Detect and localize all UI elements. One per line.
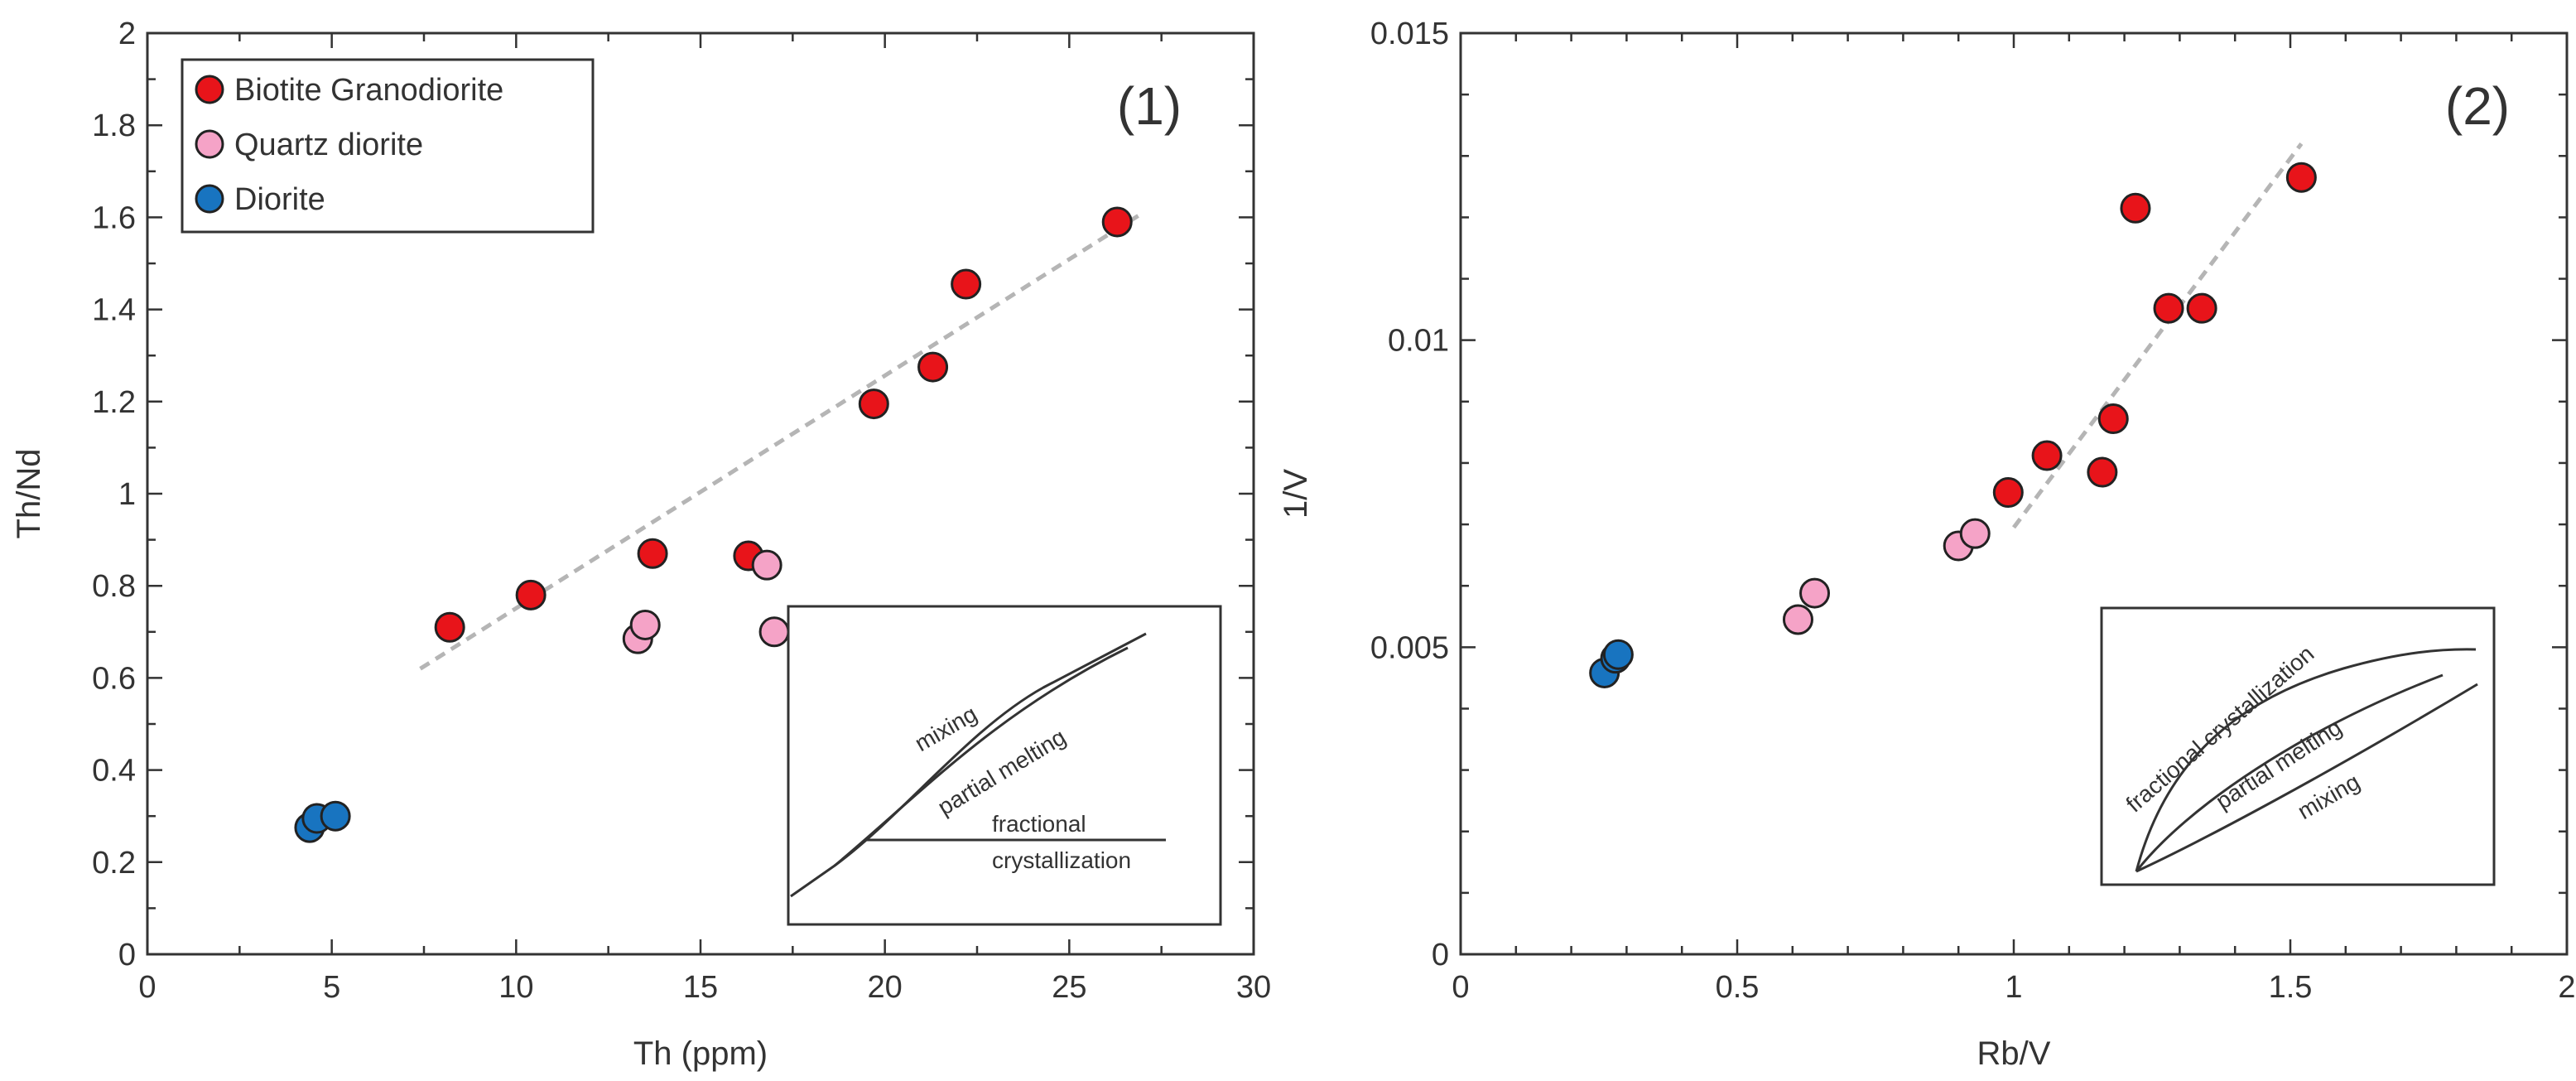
x-tick-labels-2: 0 0.5 1 1.5 2: [1452, 970, 2575, 1005]
legend-marker-quartz-diorite: [195, 129, 224, 159]
point-diorite: [320, 800, 351, 832]
partial-melting-curve: [834, 646, 1129, 867]
y-tick-label: 1.4: [92, 293, 136, 328]
point-biotite-granodiorite: [2087, 456, 2118, 488]
inset-label-crystallization: crystallization: [992, 847, 1131, 873]
y-tick-label: 0.015: [1370, 17, 1449, 51]
x-tick-label: 0: [1452, 970, 1469, 1005]
legend-marker-biotite-granodiorite: [195, 75, 224, 104]
point-biotite-granodiorite: [434, 611, 465, 643]
x-axis-title-1: Th (ppm): [633, 1035, 768, 1072]
inset-label-fractional: fractional: [992, 811, 1086, 837]
point-biotite-granodiorite: [917, 351, 949, 383]
point-biotite-granodiorite: [858, 388, 889, 420]
inset-diagram-2: fractional crystallization partial melti…: [2100, 606, 2496, 886]
x-tick-label: 25: [1052, 970, 1086, 1005]
data-points-2: [1589, 162, 2317, 688]
y-tick-label: 1: [118, 477, 136, 512]
point-biotite-granodiorite: [637, 538, 668, 569]
trend-line-2: [2011, 142, 2304, 529]
inset-diagram-1: mixing partial melting fractional crysta…: [787, 605, 1222, 926]
y-tick-label: 1.2: [92, 385, 136, 420]
inset-frame-1: [787, 605, 1222, 926]
chart-panel-1: 0 5 10 15 20 25 30 0 0.2 0.4 0.6 0.8 1 1.2 1.4 1.6 1.8 2…: [11, 17, 1271, 1072]
y-tick-label: 0.2: [92, 846, 136, 881]
fractional-crystallization-curve: [2135, 648, 2477, 872]
x-tick-label: 15: [683, 970, 718, 1005]
y-tick-label: 0.005: [1370, 630, 1449, 665]
point-biotite-granodiorite: [1992, 477, 2024, 509]
tick-marks-1: [146, 31, 1255, 956]
point-biotite-granodiorite: [1101, 206, 1133, 238]
point-quartz-diorite: [758, 616, 790, 648]
point-quartz-diorite: [751, 549, 782, 581]
point-quartz-diorite: [1799, 577, 1831, 609]
chart-panel-2: 0 0.5 1 1.5 2 0 0.005 0.01 0.015 Rb/V 1/V (2) f…: [1278, 17, 2576, 1072]
panel-tag-2: (2): [2445, 76, 2510, 136]
point-quartz-diorite: [629, 609, 661, 640]
legend-box: [181, 58, 595, 234]
partial-melting-curve-2: [2135, 673, 2444, 872]
y-tick-label: 1.8: [92, 109, 136, 143]
y-tick-labels-1: 0 0.2 0.4 0.6 0.8 1 1.2 1.4 1.6 1.8 2: [92, 17, 136, 972]
point-biotite-granodiorite: [951, 268, 982, 300]
y-tick-label: 0.01: [1388, 324, 1449, 359]
trend-line-1: [419, 210, 1144, 671]
mixing-line-2: [2135, 683, 2478, 873]
point-diorite: [1602, 639, 1634, 670]
tick-marks-2: [1459, 31, 2569, 956]
x-tick-label: 1.5: [2269, 970, 2313, 1005]
panel-tag-1: (1): [1117, 76, 1182, 136]
point-biotite-granodiorite: [2153, 292, 2184, 324]
y-tick-label: 2: [118, 17, 136, 51]
point-quartz-diorite: [1959, 518, 1991, 549]
point-biotite-granodiorite: [2120, 192, 2151, 224]
y-tick-label: 1.6: [92, 200, 136, 235]
y-tick-labels-2: 0 0.005 0.01 0.015: [1370, 17, 1449, 972]
legend-marker-diorite: [195, 184, 224, 214]
legend-label-quartz-diorite: Quartz diorite: [234, 128, 423, 162]
x-tick-label: 30: [1236, 970, 1271, 1005]
x-tick-labels-1: 0 5 10 15 20 25 30: [138, 970, 1271, 1005]
x-tick-label: 20: [868, 970, 903, 1005]
x-axis-title-2: Rb/V: [1977, 1035, 2051, 1072]
legend: Biotite Granodiorite Quartz diorite Dior…: [181, 58, 595, 234]
point-quartz-diorite: [1782, 604, 1813, 635]
x-tick-label: 5: [323, 970, 340, 1005]
y-tick-label: 0.8: [92, 569, 136, 604]
x-tick-label: 1: [2005, 970, 2022, 1005]
point-biotite-granodiorite: [2031, 440, 2063, 471]
data-points-1: [294, 206, 1133, 843]
point-biotite-granodiorite: [515, 579, 546, 610]
point-biotite-granodiorite: [2285, 162, 2317, 193]
point-biotite-granodiorite: [2186, 292, 2217, 324]
y-tick-label: 0: [1432, 938, 1449, 972]
y-axis-title-1: Th/Nd: [11, 449, 47, 539]
x-tick-label: 0: [138, 970, 156, 1005]
point-biotite-granodiorite: [2097, 403, 2129, 435]
legend-label-diorite: Diorite: [234, 182, 325, 217]
y-axis-title-2: 1/V: [1278, 469, 1314, 519]
x-tick-label: 0.5: [1716, 970, 1760, 1005]
legend-label-biotite-granodiorite: Biotite Granodiorite: [234, 73, 503, 108]
x-tick-label: 2: [2558, 970, 2575, 1005]
y-tick-label: 0.6: [92, 661, 136, 696]
y-tick-label: 0: [118, 938, 136, 972]
x-tick-label: 10: [498, 970, 533, 1005]
y-tick-label: 0.4: [92, 754, 136, 789]
